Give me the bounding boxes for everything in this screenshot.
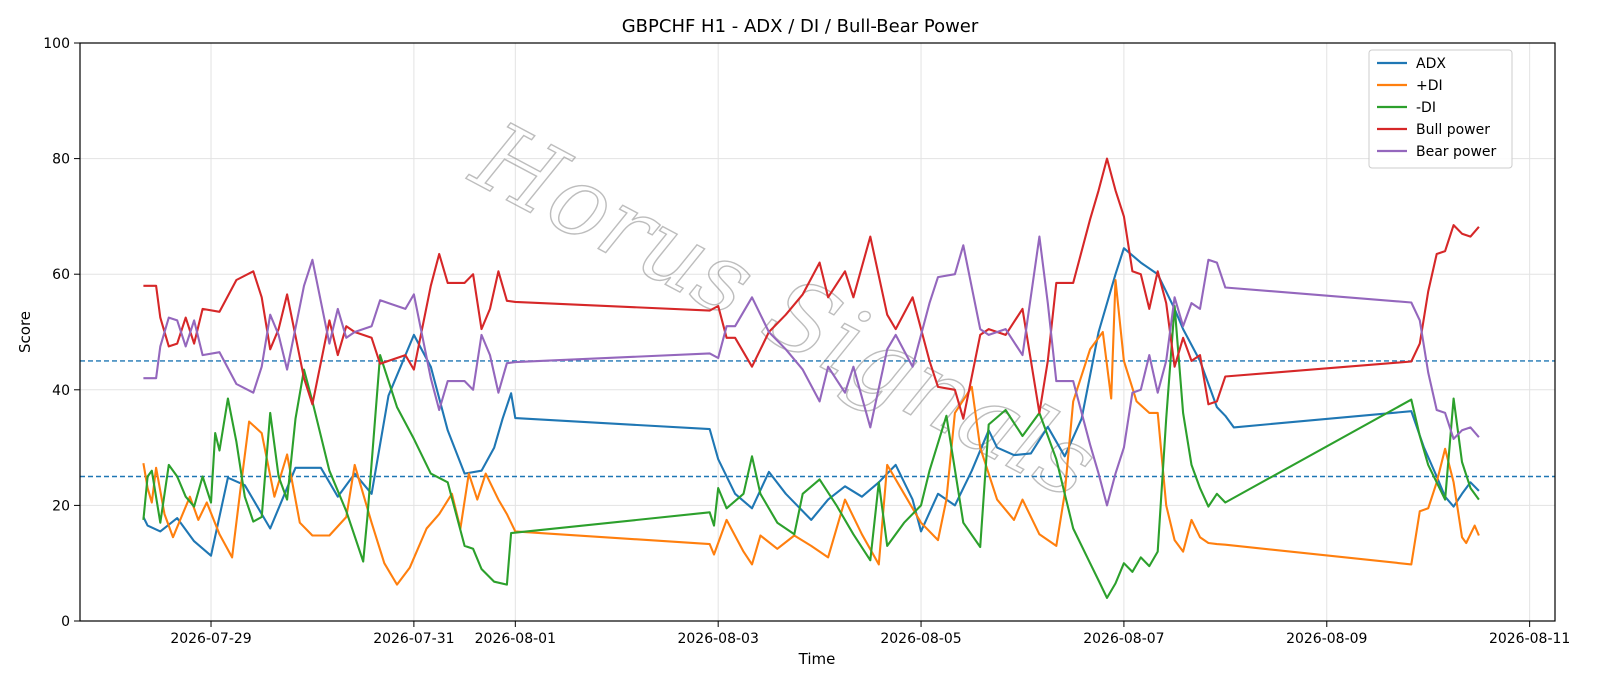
series-line-bull-power — [143, 157, 1480, 420]
y-tick-label: 60 — [52, 267, 70, 283]
series-line-di — [142, 278, 1480, 586]
x-tick-label: 2026-08-03 — [677, 631, 758, 647]
legend-label: ADX — [1416, 56, 1446, 72]
x-tick-label: 2026-07-31 — [373, 631, 454, 647]
x-tick-label: 2026-08-07 — [1083, 631, 1164, 647]
y-tick-label: 80 — [52, 152, 70, 168]
legend-box — [1368, 49, 1513, 169]
series-line-di — [142, 304, 1480, 599]
x-tick-label: 2026-07-29 — [170, 631, 251, 647]
legend-label: Bull power — [1416, 122, 1490, 138]
chart-title: GBPCHF H1 - ADX / DI / Bull-Bear Power — [622, 16, 979, 37]
x-axis: 2026-07-29 2026-07-31 2026-08-01 2026-08-03… — [170, 621, 1570, 647]
x-axis-label: Time — [798, 650, 836, 668]
x-tick-label: 2026-08-01 — [475, 631, 556, 647]
series-lines — [142, 157, 1480, 599]
y-axis: 0 20 40 60 80 100 — [43, 36, 80, 630]
y-axis-label: Score — [16, 311, 34, 353]
y-tick-label: 20 — [52, 498, 70, 514]
legend-label: -DI — [1416, 100, 1436, 116]
legend-label: Bear power — [1416, 144, 1497, 160]
x-tick-label: 2026-08-05 — [880, 631, 961, 647]
legend: ADX +DI -DI Bull power Bear power — [1368, 49, 1513, 169]
series-line-bear-power — [143, 235, 1480, 507]
legend-label: +DI — [1416, 78, 1443, 94]
y-tick-label: 100 — [43, 36, 70, 52]
x-tick-label: 2026-08-09 — [1286, 631, 1367, 647]
x-tick-label: 2026-08-11 — [1489, 631, 1570, 647]
y-tick-label: 0 — [61, 614, 70, 630]
plot-frame — [79, 42, 1556, 622]
y-tick-label: 40 — [52, 383, 70, 399]
reference-lines — [80, 360, 1555, 478]
